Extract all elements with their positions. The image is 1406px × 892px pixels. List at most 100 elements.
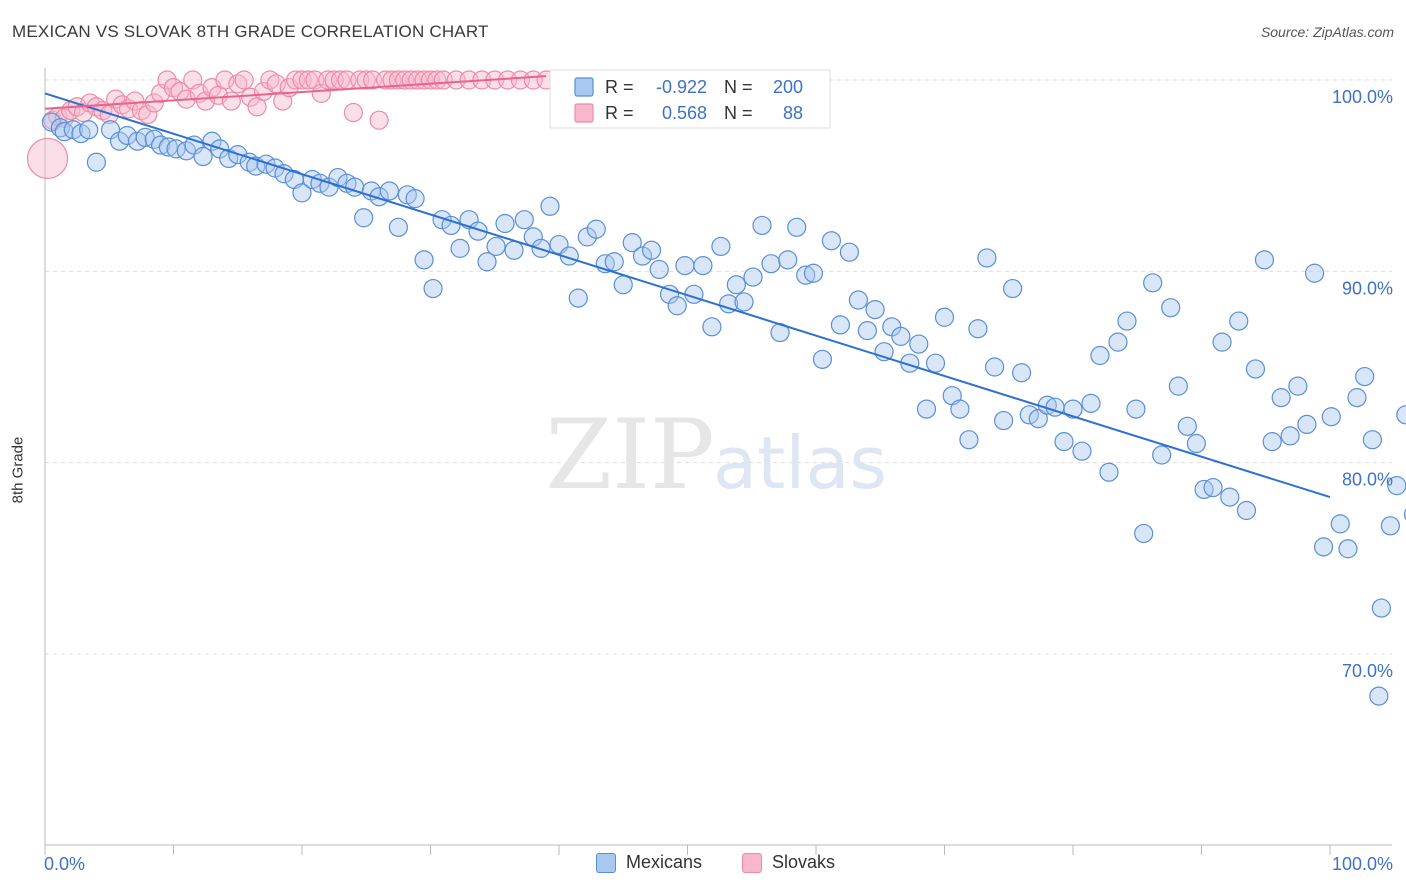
mexicans-point: [830, 315, 851, 335]
mexicans-point: [865, 300, 885, 320]
mexicans-point: [1362, 430, 1383, 450]
mexicans-point: [477, 252, 497, 272]
mexicans-point: [743, 267, 763, 287]
x-tick-label: 0.0%: [44, 854, 85, 874]
slovaks-point: [298, 70, 319, 90]
legend-item-mexicans[interactable]: Mexicans: [596, 852, 702, 873]
mexicans-point: [468, 221, 488, 241]
mexicans-point: [354, 208, 374, 228]
mexicans-point: [1126, 399, 1146, 419]
mexicans-point: [1168, 376, 1188, 396]
slovaks-swatch: [742, 852, 762, 873]
y-tick-label: 90.0%: [1342, 278, 1393, 298]
mexicans-point: [486, 236, 506, 257]
mexicans-point: [1262, 432, 1282, 452]
mexicans-point: [752, 215, 772, 236]
mexicans-trendline: [44, 92, 1331, 499]
mexicans-point: [1063, 399, 1083, 419]
mexicans-point: [649, 259, 669, 280]
mexicans-series: [41, 112, 1406, 706]
mexicans-point: [796, 265, 816, 285]
slovaks-point: [343, 102, 363, 123]
mexicans-point: [994, 410, 1014, 431]
mexicans-point: [1054, 432, 1074, 452]
mexicans-point: [977, 248, 997, 268]
mexicans-point: [158, 137, 178, 157]
mexicans-point: [1028, 409, 1048, 429]
mexicans-point: [540, 196, 560, 216]
mexicans-point: [778, 250, 798, 270]
watermark-zip: ZIP: [545, 399, 714, 511]
bottom-legend: Mexicans Slovaks: [0, 852, 1406, 878]
mexicans-point: [839, 242, 860, 262]
mexicans-point: [79, 120, 99, 140]
mexicans-point: [1355, 366, 1375, 387]
slovaks-point: [157, 70, 177, 90]
source-credit: Source: ZipAtlas.com: [1260, 24, 1394, 40]
watermark: ZIP atlas: [545, 399, 887, 511]
mexicans-point: [1271, 388, 1291, 408]
mexicans-point: [916, 399, 937, 419]
mexicans-point: [1304, 263, 1325, 283]
mexicans-point: [891, 326, 911, 346]
mexicans-point: [1297, 414, 1317, 434]
chart-title: MEXICAN VS SLOVAK 8TH GRADE CORRELATION …: [12, 22, 489, 41]
mexicans-point: [568, 288, 588, 308]
mexicans-point: [1369, 686, 1389, 706]
slovaks-point: [369, 110, 389, 130]
mexicans-point: [787, 217, 807, 237]
mexicans-point: [659, 284, 680, 304]
mexicans-point: [405, 189, 425, 209]
y-tick-label: 100.0%: [1332, 87, 1393, 107]
mexicans-point: [821, 231, 842, 251]
mexicans-point: [504, 240, 524, 260]
mexicans-point: [1003, 278, 1023, 299]
mexicans-point: [1254, 250, 1275, 270]
mexicans-point: [711, 236, 731, 257]
mexicans-point: [86, 152, 107, 172]
mexicans-point: [423, 278, 443, 299]
mexicans-point: [514, 210, 534, 230]
mexicans-point: [450, 238, 470, 258]
mexicans-point: [1338, 539, 1358, 559]
mexicans-point: [1396, 405, 1406, 425]
legend-r-label: R =: [605, 103, 634, 123]
mexicans-point: [151, 135, 171, 155]
mexicans-point: [1347, 388, 1367, 408]
mexicans-point: [379, 181, 399, 201]
legend-label-slovaks: Slovaks: [772, 852, 836, 872]
tick-labels: 100.0% 90.0% 80.0% 70.0% 0.0% 100.0%: [44, 87, 1393, 874]
mexicans-point: [1212, 332, 1232, 352]
mexicans-point: [1236, 500, 1257, 521]
mexicans-point: [441, 215, 461, 236]
mexicans-point: [1152, 445, 1172, 465]
x-tick-label: 100.0%: [1332, 854, 1393, 874]
mexicans-point: [1288, 376, 1308, 396]
mexicans-point: [1143, 273, 1163, 293]
mexicans-point: [1313, 537, 1334, 557]
mexicans-point: [193, 146, 213, 167]
slovaks-point: [221, 91, 241, 111]
watermark-atlas: atlas: [713, 421, 887, 505]
slovaks-point: [125, 91, 145, 111]
mexicans-point: [388, 217, 408, 237]
mexicans-point: [1072, 441, 1092, 461]
legend-item-slovaks[interactable]: Slovaks: [742, 852, 835, 873]
y-tick-label: 70.0%: [1342, 661, 1393, 681]
slovaks-point: [215, 70, 235, 90]
mexicans-swatch: [596, 852, 616, 873]
mexicans-point: [292, 183, 312, 203]
trendlines: [44, 75, 1331, 499]
mexicans-point: [950, 399, 970, 419]
mexicans-point: [909, 334, 929, 354]
mexicans-point: [803, 263, 824, 283]
mexicans-point: [1330, 514, 1350, 534]
mexicans-point: [1081, 393, 1101, 413]
slovaks-point: [356, 70, 376, 90]
mexicans-point: [1321, 407, 1341, 427]
legend-r-value: -0.922: [656, 77, 707, 97]
mexicans-point: [812, 349, 833, 369]
slovaks-legend-swatch: [574, 103, 594, 123]
mexicans-point: [702, 317, 722, 337]
slovaks-point: [26, 137, 69, 180]
